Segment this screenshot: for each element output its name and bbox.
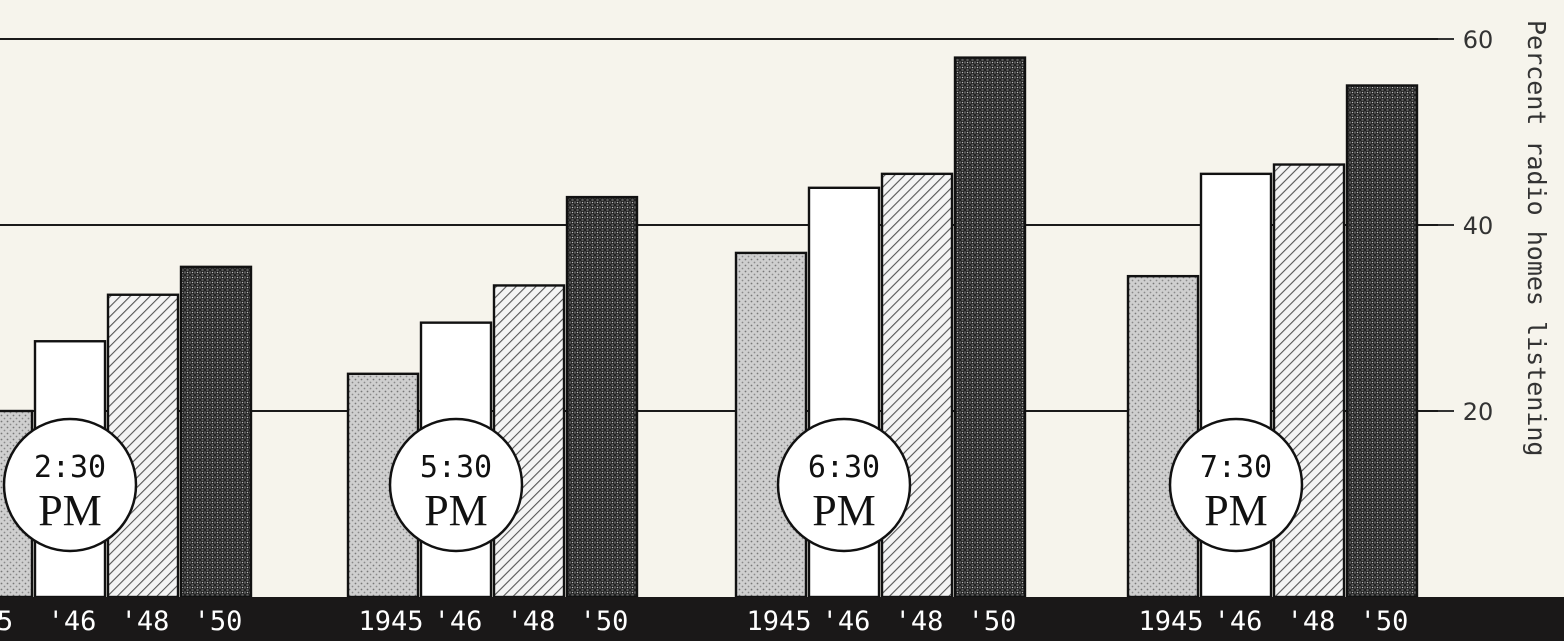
y-axis-label: Percent radio homes listening	[1522, 20, 1551, 457]
category-label-2-0: 1945	[746, 606, 811, 637]
time-badge-period-2: PM	[812, 486, 876, 535]
category-label-3-1: '46	[1214, 606, 1263, 637]
time-badge-2	[776, 417, 912, 553]
time-badge-time-1: 5:30	[420, 450, 492, 485]
time-badge-period-3: PM	[1204, 486, 1268, 535]
ytick-label-20: 20	[1463, 398, 1494, 426]
category-label-1-1: '46	[434, 606, 483, 637]
bar-230-3	[179, 265, 253, 599]
bar-730-2	[1272, 163, 1346, 599]
time-badge-time-0: 2:30	[34, 450, 106, 485]
time-badge-3	[1168, 417, 1304, 553]
category-label-2-2: '48	[895, 606, 944, 637]
category-label-1-0: 1945	[358, 606, 423, 637]
category-label-3-2: '48	[1287, 606, 1336, 637]
category-label-0-2: '48	[121, 606, 170, 637]
bar-730-0	[1126, 274, 1200, 599]
ytick-label-40: 40	[1463, 212, 1494, 240]
time-badge-period-1: PM	[424, 486, 488, 535]
category-band	[0, 597, 1564, 641]
category-label-1-3: '50	[580, 606, 629, 637]
bar-530-3	[565, 195, 639, 599]
bar-230-2	[106, 293, 180, 599]
time-badge-1	[388, 417, 524, 553]
category-label-2-3: '50	[968, 606, 1017, 637]
bar-630-3	[953, 56, 1027, 599]
bar-630-0	[734, 251, 808, 599]
category-label-3-3: '50	[1360, 606, 1409, 637]
time-badge-time-2: 6:30	[808, 450, 880, 485]
time-badge-period-0: PM	[38, 486, 102, 535]
time-badge-0	[2, 417, 138, 553]
category-label-0-1: '46	[48, 606, 97, 637]
category-label-0-3: '50	[194, 606, 243, 637]
ytick-label-60: 60	[1463, 26, 1494, 54]
category-labels: 5 '46 '48 '50 1945 '46 '48 '50 1945 '46 '48 '50 1945…	[0, 606, 1408, 637]
category-label-2-1: '46	[822, 606, 871, 637]
category-label-1-2: '48	[507, 606, 556, 637]
bar-630-2	[880, 172, 954, 599]
y-axis-ticks: 20 40 60	[1438, 26, 1493, 426]
category-label-0-0: 5	[0, 606, 13, 637]
category-label-3-0: 1945	[1138, 606, 1203, 637]
time-badge-time-3: 7:30	[1200, 450, 1272, 485]
bar-730-3	[1345, 84, 1419, 599]
